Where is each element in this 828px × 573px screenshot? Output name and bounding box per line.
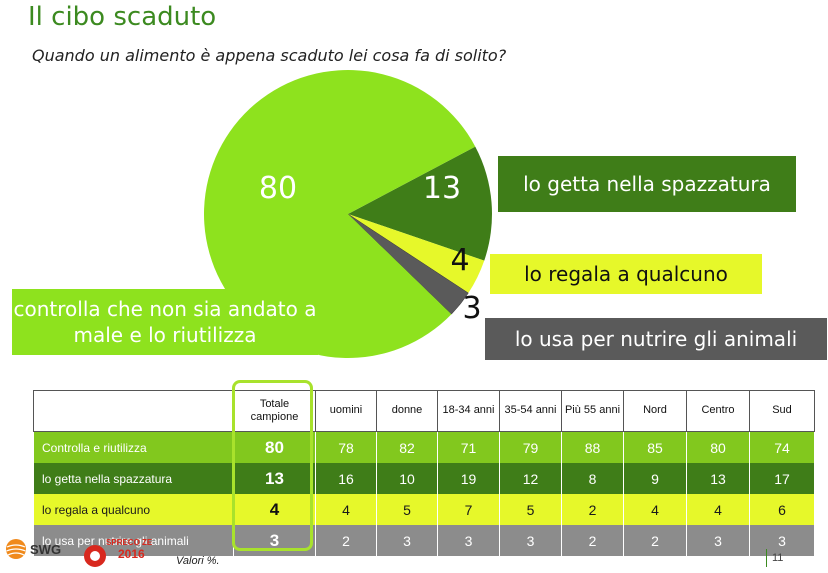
table-cell: 3 bbox=[437, 525, 500, 556]
pie-chart: 80 13 4 3 bbox=[204, 70, 492, 359]
table-corner bbox=[33, 390, 234, 432]
col-header-18-34: 18-34 anni bbox=[437, 390, 500, 432]
table-cell: 16 bbox=[315, 463, 377, 494]
table-cell: 80 bbox=[686, 431, 750, 463]
pie-value-label-0: 80 bbox=[259, 171, 297, 206]
table-cell: 5 bbox=[499, 494, 562, 525]
legend-label-animali: lo usa per nutrire gli animali bbox=[485, 318, 827, 360]
table-cell: 7 bbox=[437, 494, 500, 525]
pie-slice-3 bbox=[347, 213, 469, 315]
table-cell: 17 bbox=[749, 463, 815, 494]
table-cell: 79 bbox=[499, 431, 562, 463]
table-cell: 3 bbox=[376, 525, 438, 556]
table-cell: 10 bbox=[376, 463, 438, 494]
table-cell: 71 bbox=[437, 431, 500, 463]
table-cell: 19 bbox=[437, 463, 500, 494]
pie-value-label-3: 3 bbox=[462, 291, 481, 326]
table-row: lo regala a qualcuno 4 4 5 7 5 2 4 4 6 bbox=[33, 494, 815, 525]
col-header-centro: Centro bbox=[686, 390, 750, 432]
table-row: lo usa per nutrire gli animali 3 2 3 3 3 2 2 3 3 bbox=[33, 525, 815, 556]
col-header-sud: Sud bbox=[749, 390, 815, 432]
table-cell: 4 bbox=[623, 494, 687, 525]
table-cell: 3 bbox=[499, 525, 562, 556]
col-header-55: Più 55 anni bbox=[561, 390, 624, 432]
swg-logo-text: SWG bbox=[30, 541, 62, 557]
spreco-logo-line2: 2016 bbox=[118, 547, 145, 561]
table-cell: 2 bbox=[561, 525, 624, 556]
cell-totale: 80 bbox=[233, 431, 316, 463]
pie-value-label-1: 13 bbox=[423, 171, 461, 206]
col-header-uomini: uomini bbox=[315, 390, 377, 432]
table-cell: 82 bbox=[376, 431, 438, 463]
table-cell: 4 bbox=[686, 494, 750, 525]
table-cell: 3 bbox=[686, 525, 750, 556]
results-table: Totale campione uomini donne 18-34 anni … bbox=[33, 390, 815, 556]
table-cell: 74 bbox=[749, 431, 815, 463]
table-cell: 2 bbox=[623, 525, 687, 556]
legend-label-controlla: controlla che non sia andato a male e lo… bbox=[12, 289, 318, 355]
col-header-totale: Totale campione bbox=[233, 390, 316, 432]
pie-slice-1 bbox=[348, 146, 492, 261]
cell-totale: 13 bbox=[233, 463, 316, 494]
table-header-row: Totale campione uomini donne 18-34 anni … bbox=[33, 390, 815, 432]
table-cell: 13 bbox=[686, 463, 750, 494]
pie-value-label-2: 4 bbox=[450, 243, 469, 278]
table-cell: 88 bbox=[561, 431, 624, 463]
spreco-zero-logo: SPRECO ZERO 2016 bbox=[84, 538, 152, 567]
values-note: Valori %. bbox=[176, 555, 220, 567]
table-cell: 78 bbox=[315, 431, 377, 463]
page-number: 11 bbox=[766, 549, 783, 567]
pie-slice-2 bbox=[348, 214, 485, 294]
table-cell: 3 bbox=[749, 525, 815, 556]
page-title: Il cibo scaduto bbox=[28, 2, 217, 32]
table-cell: 5 bbox=[376, 494, 438, 525]
legend-label-regala: lo regala a qualcuno bbox=[490, 254, 762, 294]
table-cell: 8 bbox=[561, 463, 624, 494]
totale-highlight-frame bbox=[232, 380, 313, 551]
table-cell: 9 bbox=[623, 463, 687, 494]
legend-label-getta: lo getta nella spazzatura bbox=[498, 156, 796, 212]
table-cell: 2 bbox=[561, 494, 624, 525]
col-header-donne: donne bbox=[376, 390, 438, 432]
table-cell: 6 bbox=[749, 494, 815, 525]
row-label: lo regala a qualcuno bbox=[33, 494, 234, 525]
table-cell: 12 bbox=[499, 463, 562, 494]
row-label: lo getta nella spazzatura bbox=[33, 463, 234, 494]
table-row: lo getta nella spazzatura 13 16 10 19 12 8 9 13 1… bbox=[33, 463, 815, 494]
table-cell: 2 bbox=[315, 525, 377, 556]
table-cell: 4 bbox=[315, 494, 377, 525]
col-header-nord: Nord bbox=[623, 390, 687, 432]
col-header-35-54: 35-54 anni bbox=[499, 390, 562, 432]
pie-slice-0 bbox=[204, 70, 476, 359]
spreco-logo-line1: SPRECO ZERO bbox=[106, 538, 152, 547]
table-cell: 85 bbox=[623, 431, 687, 463]
table-row: Controlla e riutilizza 80 78 82 71 79 88 85 80 74 bbox=[33, 431, 815, 463]
survey-question: Quando un alimento è appena scaduto lei … bbox=[32, 46, 507, 65]
swg-globe-icon bbox=[6, 539, 26, 559]
swg-logo: SWG bbox=[5, 538, 61, 560]
row-label: Controlla e riutilizza bbox=[33, 431, 234, 463]
row-label: lo usa per nutrire gli animali bbox=[33, 525, 234, 556]
